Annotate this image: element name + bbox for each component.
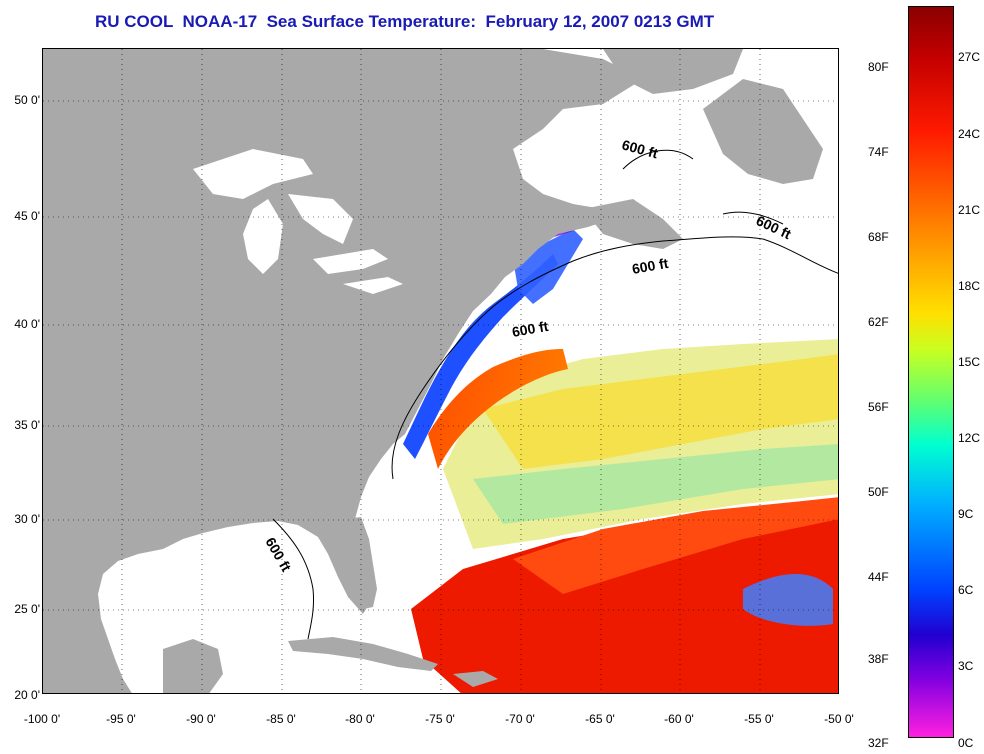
- lat-label-25: 25 0': [14, 602, 40, 616]
- land-labrador: [603, 49, 743, 94]
- colorbar-c-21: 21C: [958, 203, 981, 217]
- colorbar-c-6: 6C: [958, 583, 974, 597]
- lon-label-55: -55 0': [744, 712, 774, 726]
- colorbar-c-18: 18C: [958, 279, 981, 293]
- land-north-america: [43, 49, 643, 693]
- land-florida: [341, 517, 377, 609]
- colorbar-f-80: 80F: [868, 60, 889, 74]
- lon-label-60: -60 0': [664, 712, 694, 726]
- contour-label-4: 600 ft: [511, 318, 550, 340]
- great-lakes: [193, 149, 403, 294]
- cool-eddy: [743, 574, 833, 626]
- lon-label-50: -50 0': [824, 712, 854, 726]
- colorbar-f-38: 38F: [868, 652, 889, 666]
- lat-label-40: 40 0': [14, 317, 40, 331]
- colorbar-f-68: 68F: [868, 230, 889, 244]
- map-title: RU COOL NOAA-17 Sea Surface Temperature:…: [95, 12, 715, 31]
- lat-label-45: 45 0': [14, 209, 40, 223]
- lon-label-70: -70 0': [505, 712, 535, 726]
- warm-water-upper: [513, 497, 838, 594]
- mid-ocean-sst-3: [473, 444, 838, 524]
- lat-label-50: 50 0': [14, 93, 40, 107]
- land-cuba: [288, 637, 438, 671]
- temperature-colorbar: [908, 6, 954, 738]
- colorbar-c-27: 27C: [958, 50, 981, 64]
- lon-label-85: -85 0': [266, 712, 296, 726]
- colorbar-c-3: 3C: [958, 659, 974, 673]
- depth-contour-600ft: [272, 149, 838, 640]
- colorbar-c-15: 15C: [958, 355, 981, 369]
- contour-label-3: 600 ft: [631, 255, 670, 277]
- gulf-stream: [428, 349, 568, 469]
- colorbar-f-50: 50F: [868, 485, 889, 499]
- land-central: [43, 569, 113, 693]
- sst-map: 600 ft 600 ft 600 ft 600 ft 600 ft: [42, 48, 839, 694]
- lat-label-30: 30 0': [14, 512, 40, 526]
- lon-label-100: -100 0': [23, 712, 61, 726]
- land-hispaniola: [453, 671, 498, 687]
- lat-label-35: 35 0': [14, 418, 40, 432]
- sst-map-canvas: 600 ft 600 ft 600 ft 600 ft 600 ft: [43, 49, 838, 693]
- mid-ocean-sst-2: [483, 354, 838, 469]
- colorbar-f-44: 44F: [868, 570, 889, 584]
- colorbar-c-12: 12C: [958, 431, 981, 445]
- colorbar-c-0: 0C: [958, 736, 974, 750]
- lon-label-95: -95 0': [106, 712, 136, 726]
- lon-label-65: -65 0': [585, 712, 615, 726]
- land-yucatan: [163, 639, 223, 693]
- lon-label-75: -75 0': [425, 712, 455, 726]
- colorbar-f-74: 74F: [868, 145, 889, 159]
- colorbar-f-56: 56F: [868, 400, 889, 414]
- colorbar-f-32: 32F: [868, 736, 889, 750]
- land-newfoundland: [703, 79, 823, 184]
- warm-water-region: [411, 499, 838, 693]
- colorbar-c-24: 24C: [958, 127, 981, 141]
- colorbar-c-9: 9C: [958, 507, 974, 521]
- lat-label-20: 20 0': [14, 688, 40, 702]
- land-maritimes: [583, 199, 683, 249]
- shelf-water-ne: [513, 229, 583, 304]
- colorbar-f-62: 62F: [868, 315, 889, 329]
- lon-label-80: -80 0': [345, 712, 375, 726]
- lon-label-90: -90 0': [186, 712, 216, 726]
